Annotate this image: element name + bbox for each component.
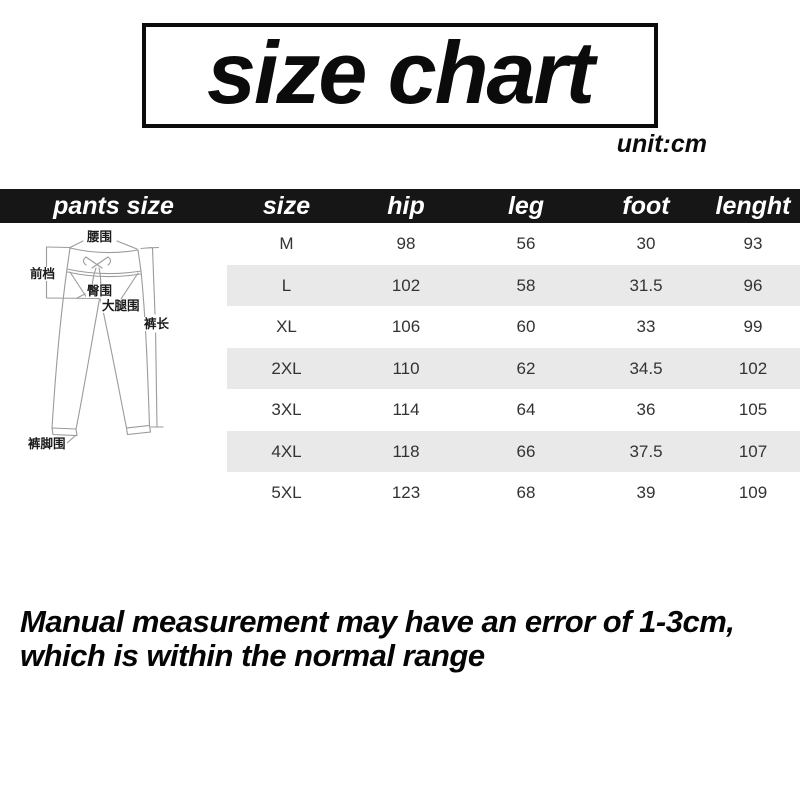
note-line-1: Manual measurement may have an error of … <box>20 604 735 639</box>
cell-hip: 102 <box>391 275 421 295</box>
front-rise-label: 前档 <box>29 267 57 281</box>
cell-lenght: 96 <box>743 275 763 295</box>
cell-size: 2XL <box>271 358 302 378</box>
table-row: 5XL 123 68 39 109 <box>227 472 800 514</box>
unit-label: unit:cm <box>616 130 707 158</box>
table-row: M 98 56 30 93 <box>227 223 800 265</box>
cell-lenght: 93 <box>743 234 763 253</box>
cell-leg: 58 <box>516 275 536 295</box>
cell-foot: 36 <box>636 400 656 419</box>
table-row: 3XL 114 64 36 105 <box>227 389 800 431</box>
cell-hip: 114 <box>392 400 420 419</box>
column-header-hip: hip <box>387 192 425 220</box>
waist-label: 腰围 <box>86 230 114 244</box>
cell-lenght: 99 <box>743 317 763 336</box>
cell-leg: 66 <box>516 441 536 461</box>
column-header-pants-size: pants size <box>53 192 174 220</box>
cell-hip: 118 <box>392 441 420 461</box>
cell-leg: 62 <box>516 358 536 378</box>
table-row: 2XL 110 62 34.5 102 <box>227 347 800 389</box>
cell-size: L <box>281 275 292 295</box>
cell-hip: 123 <box>391 483 421 502</box>
cell-leg: 60 <box>516 317 536 336</box>
cell-lenght: 107 <box>738 441 768 461</box>
thigh-label: 大腿围 <box>101 299 141 313</box>
table-row: XL 106 60 33 99 <box>227 306 800 348</box>
measurement-note: Manual measurement may have an error of … <box>20 605 790 673</box>
table-row: L 102 58 31.5 96 <box>227 264 800 306</box>
cell-leg: 64 <box>516 400 536 419</box>
cell-size: 3XL <box>271 400 302 419</box>
cell-foot: 39 <box>636 483 656 502</box>
leg-opening-label: 裤脚围 <box>27 437 67 451</box>
pants-sketch-icon <box>45 240 164 444</box>
cell-foot: 33 <box>636 317 656 336</box>
cell-size: M <box>279 234 294 253</box>
cell-hip: 110 <box>392 358 420 378</box>
column-header-size: size <box>262 192 311 220</box>
table-row: 4XL 118 66 37.5 107 <box>227 430 800 472</box>
cell-lenght: 109 <box>738 483 768 502</box>
cell-lenght: 102 <box>738 358 768 378</box>
cell-foot: 34.5 <box>629 358 663 378</box>
cell-leg: 56 <box>516 234 536 253</box>
cell-foot: 37.5 <box>629 441 663 461</box>
cell-size: 4XL <box>271 441 302 461</box>
cell-foot: 30 <box>636 234 656 253</box>
column-header-lenght: lenght <box>715 192 791 220</box>
cell-leg: 68 <box>516 483 536 502</box>
cell-size: 5XL <box>271 483 302 502</box>
table-rows: M 98 56 30 93 L 102 58 31.5 96 XL 106 60 33 99 2XL 110 62… <box>227 223 800 514</box>
cell-hip: 98 <box>396 234 416 253</box>
column-header-foot: foot <box>622 192 670 220</box>
pants-diagram: 腰围 前档 臀围 大腿围 裤长 裤脚围 <box>0 225 227 465</box>
length-label: 裤长 <box>143 317 171 331</box>
note-line-2: which is within the normal range <box>20 638 485 673</box>
cell-size: XL <box>276 317 297 336</box>
hip-label: 臀围 <box>86 284 114 298</box>
page-title: size chart <box>207 22 595 122</box>
cell-foot: 31.5 <box>629 275 663 295</box>
column-header-leg: leg <box>507 192 545 220</box>
title-box: size chart <box>142 23 658 128</box>
cell-hip: 106 <box>391 317 421 336</box>
cell-lenght: 105 <box>738 400 768 419</box>
table-header: pants size size hip leg foot lenght <box>0 189 800 223</box>
